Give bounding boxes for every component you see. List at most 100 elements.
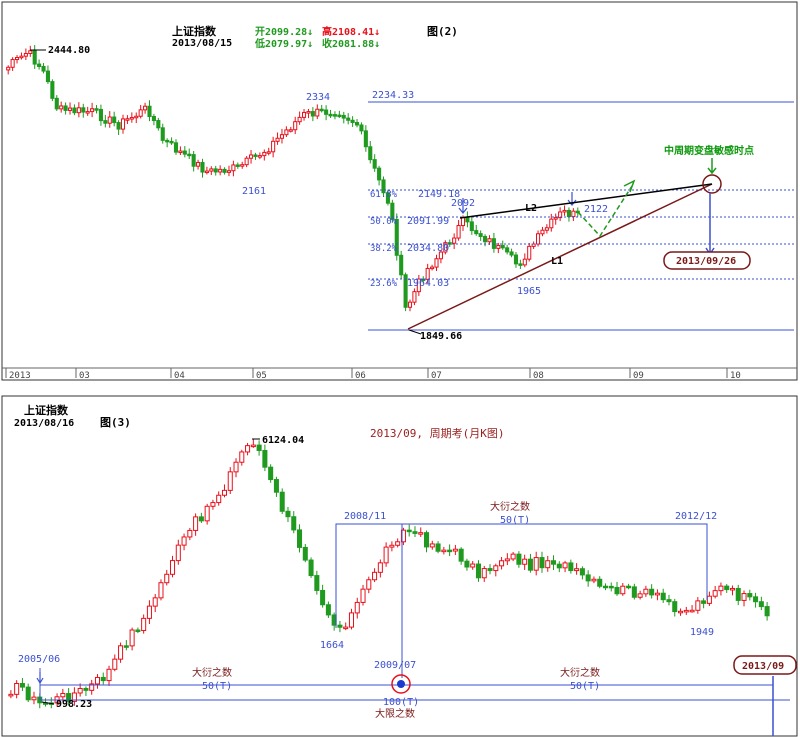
x-tick-label: 08 bbox=[533, 371, 544, 381]
c3-candle bbox=[591, 578, 597, 582]
chart-3-candles bbox=[8, 439, 770, 709]
c2-candle bbox=[173, 142, 179, 153]
c3-candle bbox=[452, 548, 458, 552]
fib-value-500: 2091.99 bbox=[407, 216, 449, 227]
c3-candle bbox=[31, 696, 37, 701]
cycle-label-left: 大衍之数 bbox=[192, 666, 232, 679]
c2-candle bbox=[315, 108, 320, 117]
c3-candle bbox=[620, 585, 626, 595]
c3-candle bbox=[643, 588, 649, 595]
c2-candle bbox=[553, 217, 558, 220]
c3-candle bbox=[360, 588, 366, 603]
c3-candle bbox=[152, 597, 158, 607]
c3-candle bbox=[170, 560, 176, 575]
chart-3-date: 2013/08/16 bbox=[14, 418, 74, 429]
c2-candle bbox=[209, 168, 214, 172]
c2-candle bbox=[279, 134, 285, 139]
c2-candle bbox=[160, 127, 165, 141]
c2-candle bbox=[460, 216, 466, 227]
c3-candle bbox=[366, 579, 372, 590]
c2-candle bbox=[226, 170, 232, 173]
c2-candle bbox=[72, 107, 77, 114]
annotation-arrow bbox=[707, 158, 717, 175]
c3-candle bbox=[678, 610, 684, 614]
x-tick-label: 05 bbox=[256, 371, 267, 381]
chart-2-index-name: 上证指数 bbox=[172, 24, 217, 38]
chart-2-frame bbox=[1, 1, 798, 381]
cycle-label-bottom: 大限之数 bbox=[375, 707, 415, 720]
c3-candle bbox=[221, 489, 227, 496]
c3-candle bbox=[129, 629, 135, 647]
c2-candle bbox=[107, 116, 112, 124]
c3-candle bbox=[158, 582, 164, 599]
date-label-2009-07: 2009/07 bbox=[374, 660, 416, 671]
c3-candle bbox=[77, 688, 83, 694]
chart-2-quote-low: 低2079.97↓ bbox=[254, 37, 313, 50]
c3-candle bbox=[239, 451, 245, 463]
c2-candle bbox=[434, 258, 439, 268]
c3-candle bbox=[464, 560, 470, 568]
cycle-value-top: 50(T) bbox=[500, 515, 530, 526]
c3-candle bbox=[181, 536, 187, 546]
c3-candle bbox=[574, 568, 580, 572]
arrow-down-2122 bbox=[567, 192, 577, 206]
c3-candle bbox=[487, 568, 493, 572]
x-tick-label: 06 bbox=[355, 371, 366, 381]
c2-candle bbox=[112, 116, 117, 124]
chart-2-quote-close: 收2081.88↓ bbox=[322, 37, 380, 50]
c3-candle bbox=[279, 491, 285, 512]
c3-candle bbox=[516, 553, 522, 565]
c3-candle bbox=[481, 568, 487, 579]
c3-candle bbox=[14, 682, 20, 695]
c3-candle bbox=[291, 516, 297, 531]
c2-candle bbox=[213, 168, 218, 173]
turning-point-circle bbox=[702, 174, 722, 194]
c2-candle bbox=[169, 140, 174, 144]
c3-candle bbox=[343, 626, 349, 630]
c3-candle bbox=[389, 544, 395, 548]
chart-2-quote-high: 高2108.41↓ bbox=[322, 25, 380, 38]
c3-candle bbox=[383, 546, 389, 564]
chart-2: 2013 03 04 05 06 07 08 09 10 上证指数 2013/08/15 开20… bbox=[1, 1, 798, 381]
c2-candle bbox=[500, 244, 505, 249]
c3-candle bbox=[712, 590, 718, 597]
c2-candle bbox=[306, 111, 311, 114]
c2-candle bbox=[129, 117, 134, 120]
date-box-2013-09 bbox=[733, 655, 797, 675]
c3-candle bbox=[585, 574, 591, 582]
c2-candle bbox=[332, 114, 337, 117]
c3-candle bbox=[458, 548, 464, 562]
c2-candle bbox=[98, 108, 103, 122]
c3-candle bbox=[602, 585, 608, 589]
c3-candle bbox=[424, 532, 430, 548]
c2-candle bbox=[350, 119, 355, 124]
c3-candle bbox=[527, 558, 533, 571]
label-1664: 1664 bbox=[320, 640, 344, 651]
c2-candle bbox=[249, 154, 254, 159]
c2-candle bbox=[562, 209, 567, 213]
c2-candle bbox=[566, 209, 572, 218]
c2-candle bbox=[328, 113, 333, 117]
c3-candle bbox=[735, 587, 741, 601]
cycle-value-right: 50(T) bbox=[570, 681, 600, 692]
c3-candle bbox=[123, 645, 129, 648]
c2-candle bbox=[271, 140, 276, 153]
c3-candle bbox=[701, 600, 707, 604]
c3-candle bbox=[654, 592, 660, 596]
c3-candle bbox=[626, 585, 632, 589]
c3-candle bbox=[562, 562, 568, 569]
c3-candle bbox=[429, 543, 435, 548]
c2-candle bbox=[6, 66, 11, 71]
projection-arrowhead bbox=[623, 179, 636, 193]
c2-candle bbox=[518, 263, 523, 266]
c2-candle bbox=[487, 238, 492, 243]
fib-value-618: 2149.18 bbox=[418, 189, 460, 200]
arrow-2005 bbox=[36, 672, 44, 685]
x-tick-label: 04 bbox=[174, 371, 185, 381]
c2-candle bbox=[14, 57, 20, 61]
projection-path bbox=[577, 185, 633, 238]
chart-2-candles bbox=[6, 45, 580, 312]
label-998: 998.23 bbox=[56, 699, 92, 710]
c3-candle bbox=[412, 531, 418, 534]
c3-candle bbox=[758, 601, 764, 608]
